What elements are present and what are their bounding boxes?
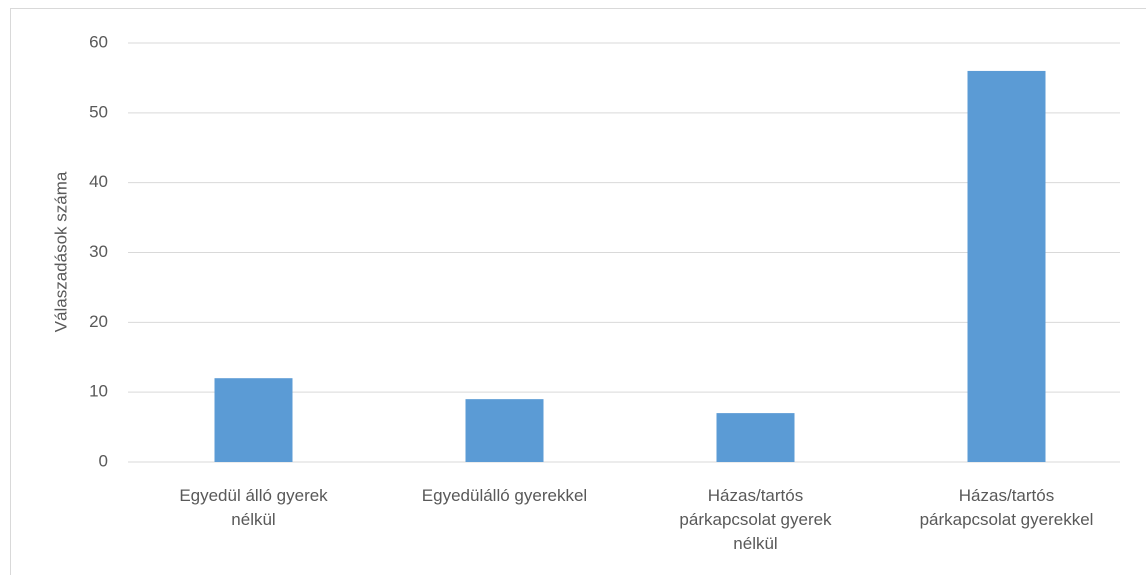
y-tick-label: 60 — [89, 32, 108, 51]
bar — [214, 378, 293, 462]
y-tick-label: 30 — [89, 242, 108, 261]
x-tick-label: Egyedülálló gyerekkel — [421, 486, 588, 505]
bar — [967, 70, 1046, 462]
y-tick-label: 0 — [99, 451, 108, 470]
y-axis-label: Válaszadások száma — [51, 171, 70, 332]
x-tick-label: Házas/tartós párkapcsolat gyerek nélkül — [679, 486, 832, 553]
bar — [465, 399, 544, 462]
bar — [716, 413, 795, 462]
y-tick-label: 50 — [89, 102, 108, 121]
chart-border — [10, 8, 1146, 575]
x-tick-label: Házas/tartós párkapcsolat gyerekkel — [919, 486, 1094, 529]
y-tick-label: 40 — [89, 172, 108, 191]
y-tick-label: 10 — [89, 382, 108, 401]
x-tick-label: Egyedül álló gyerek nélkül — [179, 486, 328, 529]
y-tick-label: 20 — [89, 312, 108, 331]
